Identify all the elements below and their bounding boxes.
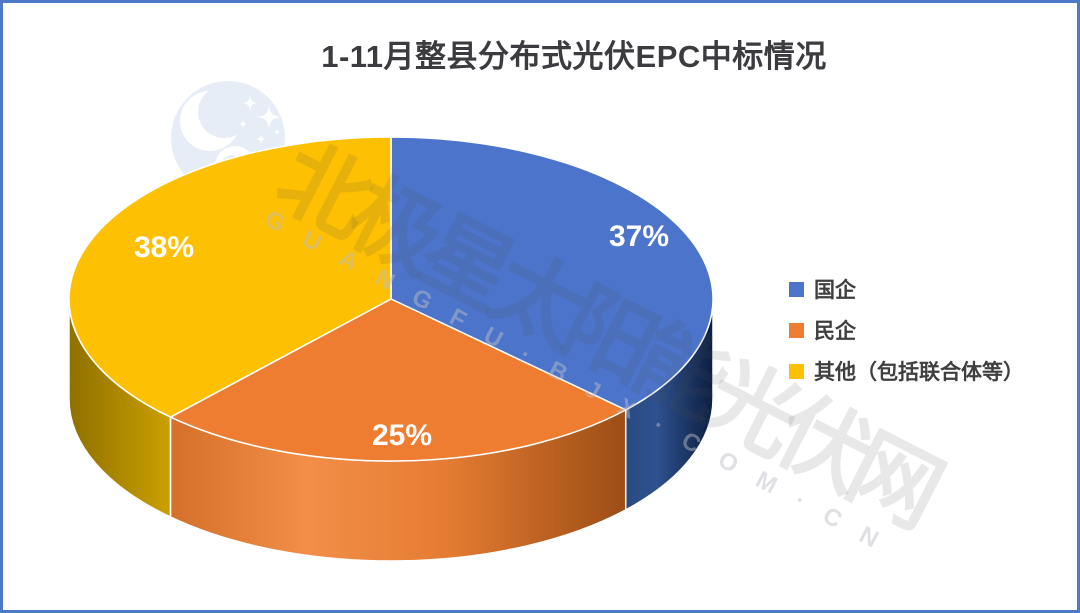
pie-label-guoqi: 37% [609, 220, 669, 253]
legend-swatch-minqi [789, 322, 804, 338]
chart-title: 1-11月整县分布式光伏EPC中标情况 [321, 39, 827, 74]
pie-chart: 37% 25% 38% [68, 81, 714, 562]
legend-item-qita: 其他（包括联合体等） [789, 356, 1024, 386]
pie-top-faces [68, 136, 714, 462]
pie-slice-minqi [169, 298, 627, 462]
legend-item-guoqi: 国企 [789, 274, 1024, 304]
legend-swatch-guoqi [789, 281, 804, 297]
pie-slice-guoqi [390, 136, 714, 411]
pie-slice-qita [68, 136, 392, 418]
legend-item-minqi: 民企 [789, 315, 1024, 345]
pie-label-minqi: 25% [372, 419, 432, 452]
legend: 国企 民企 其他（包括联合体等） [789, 274, 1024, 397]
legend-swatch-qita [789, 363, 804, 379]
legend-label-minqi: 民企 [814, 320, 856, 343]
pie-label-qita: 38% [134, 231, 194, 264]
legend-label-qita: 其他（包括联合体等） [814, 361, 1024, 384]
legend-label-guoqi: 国企 [814, 279, 856, 302]
